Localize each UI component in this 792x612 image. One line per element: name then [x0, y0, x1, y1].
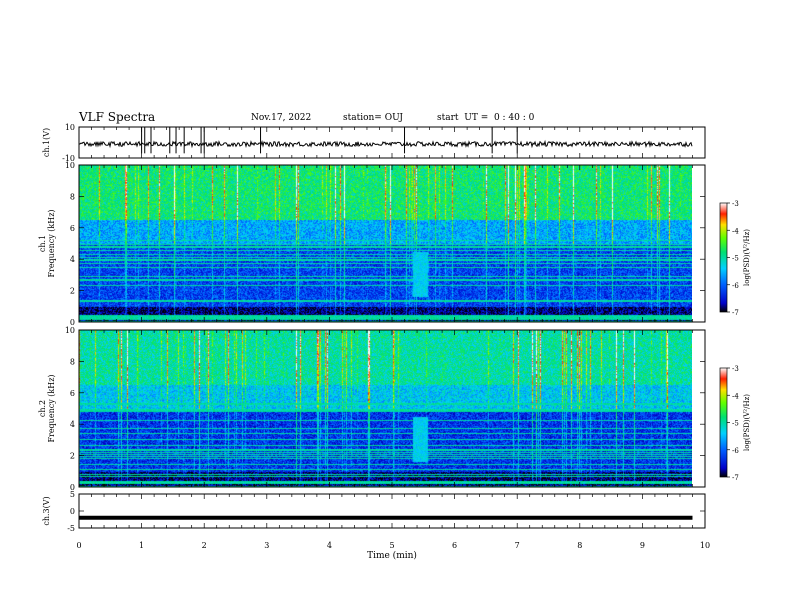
colorbar-tick-label: -5	[732, 255, 739, 263]
y-tick-label: 6	[70, 389, 75, 398]
spectrogram-image-ch1	[79, 165, 692, 322]
y-tick-label: -10	[62, 154, 75, 163]
y-tick-label: 0	[70, 507, 75, 516]
start-time-label: start UT = 0 : 40 : 0	[437, 113, 535, 123]
colorbar-tick-label: -4	[732, 227, 739, 235]
x-tick-label: 6	[452, 541, 457, 550]
panel-frame-waveform-ch3	[78, 493, 706, 529]
colorbar-label: log(PSD)(V²/Hz)	[743, 394, 751, 451]
y-tick-label: 6	[70, 224, 75, 233]
figure-title: VLF Spectra	[79, 110, 156, 124]
x-tick-label: 9	[640, 541, 645, 550]
colorbar-tick-label: -4	[732, 392, 739, 400]
colorbar-tick-label: -3	[732, 365, 739, 373]
y-tick-label: 10	[65, 123, 75, 132]
y-tick-label: 4	[70, 420, 75, 429]
y-tick-label: 8	[70, 192, 75, 201]
colorbar-tick-label: -7	[732, 474, 739, 482]
x-tick-label: 3	[264, 541, 269, 550]
x-tick-label: 10	[700, 541, 710, 550]
y-axis-label: Frequency (kHz)	[47, 209, 56, 277]
colorbar-tick-label: -6	[732, 447, 739, 455]
y-tick-label: 5	[70, 490, 75, 499]
x-tick-label: 2	[202, 541, 207, 550]
x-tick-label: 7	[515, 541, 520, 550]
colorbar-spectrogram-ch2	[719, 367, 728, 478]
y-tick-label: 2	[70, 287, 75, 296]
spectrogram-image-ch2	[79, 330, 692, 487]
colorbar-tick-label: -7	[732, 309, 739, 317]
y-axis-label: ch.2	[38, 400, 47, 417]
colorbar-tick-label: -3	[732, 200, 739, 208]
x-tick-label: 8	[577, 541, 582, 550]
ch1-waveform-trace	[78, 139, 693, 149]
x-tick-label: 5	[389, 541, 394, 550]
date-label: Nov.17, 2022	[251, 113, 312, 123]
y-tick-label: 10	[65, 161, 75, 170]
y-axis-label: ch.3(V)	[42, 496, 51, 525]
colorbar-tick-label: -5	[732, 420, 739, 428]
y-tick-label: -5	[67, 524, 75, 533]
colorbar-tick-label: -6	[732, 282, 739, 290]
y-axis-label: ch.1(V)	[42, 128, 51, 157]
y-tick-label: 4	[70, 255, 75, 264]
x-tick-label: 1	[139, 541, 144, 550]
colorbar-spectrogram-ch1	[719, 202, 728, 313]
y-tick-label: 0	[70, 318, 75, 327]
station-label: station= OUJ	[343, 113, 404, 123]
y-tick-label: 2	[70, 452, 75, 461]
x-tick-label: 0	[76, 541, 81, 550]
y-tick-label: 10	[65, 326, 75, 335]
y-axis-label: ch.1	[38, 235, 47, 252]
colorbar-label: log(PSD)(V²/Hz)	[743, 229, 751, 286]
x-tick-label: 4	[327, 541, 332, 550]
x-axis-label: Time (min)	[367, 550, 417, 561]
y-tick-label: 8	[70, 357, 75, 366]
y-axis-label: Frequency (kHz)	[47, 374, 56, 442]
y-tick-label: 0	[70, 483, 75, 492]
